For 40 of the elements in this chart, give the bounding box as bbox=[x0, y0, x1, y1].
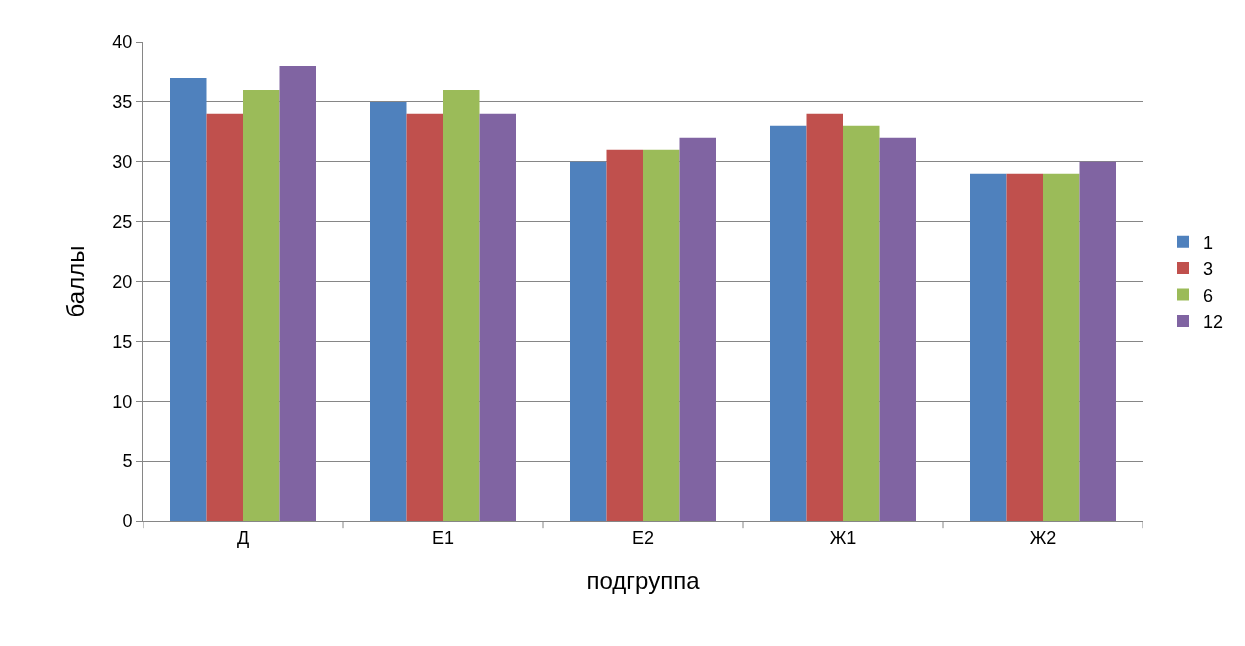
bar bbox=[770, 125, 807, 521]
y-tick-label: 30 bbox=[112, 152, 133, 173]
y-tick-label: 40 bbox=[112, 32, 133, 53]
x-tick-label: Д bbox=[236, 527, 250, 548]
bar bbox=[279, 65, 316, 521]
bar bbox=[370, 101, 407, 521]
bar bbox=[479, 113, 516, 521]
legend-label: 1 bbox=[1203, 232, 1214, 253]
y-tick-label: 5 bbox=[122, 451, 133, 472]
x-tick-label: Е2 bbox=[631, 527, 655, 548]
x-tick-label: Е1 bbox=[431, 527, 455, 548]
y-axis-title: баллы bbox=[62, 245, 90, 318]
bar bbox=[206, 113, 243, 521]
y-tick-label: 10 bbox=[112, 391, 133, 412]
bar bbox=[243, 89, 280, 521]
legend-label: 12 bbox=[1203, 311, 1224, 332]
bar bbox=[170, 77, 207, 521]
bar bbox=[570, 161, 607, 521]
bar bbox=[643, 149, 680, 521]
legend-label: 3 bbox=[1203, 259, 1214, 280]
bar bbox=[443, 89, 480, 521]
bar bbox=[806, 113, 843, 521]
bar bbox=[606, 149, 643, 521]
bar bbox=[1006, 173, 1043, 521]
y-tick-label: 20 bbox=[112, 271, 133, 292]
x-axis-title: подгруппа bbox=[586, 566, 701, 594]
x-tick-label: Ж2 bbox=[1029, 527, 1057, 548]
bar bbox=[879, 137, 916, 521]
bar bbox=[1079, 161, 1116, 521]
x-tick-label: Ж1 bbox=[829, 527, 857, 548]
y-tick-label: 25 bbox=[112, 211, 133, 232]
y-tick-label: 0 bbox=[122, 511, 133, 532]
y-tick-label: 15 bbox=[112, 331, 133, 352]
bar bbox=[843, 125, 880, 521]
bar bbox=[970, 173, 1007, 521]
bar bbox=[679, 137, 716, 521]
bar bbox=[1043, 173, 1080, 521]
legend-label: 6 bbox=[1203, 285, 1214, 306]
y-tick-label: 35 bbox=[112, 92, 133, 113]
bar bbox=[406, 113, 443, 521]
